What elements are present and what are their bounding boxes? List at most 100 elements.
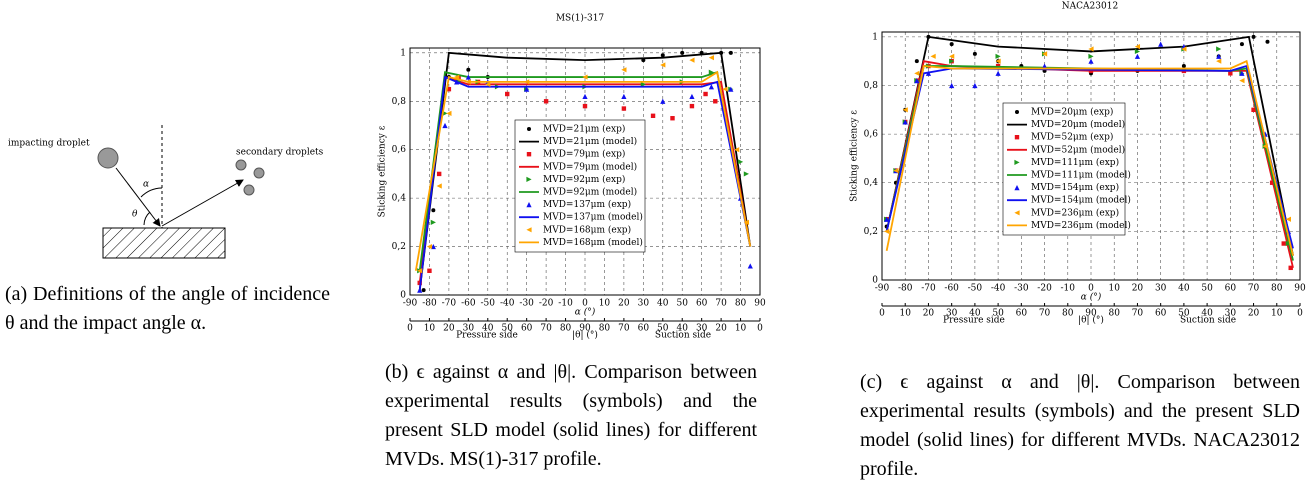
x2-tick-label: 70 <box>540 324 552 334</box>
legend-label: MVD=92μm (model) <box>543 187 637 198</box>
data-point <box>1216 53 1222 59</box>
x2-side-label: Suction side <box>655 331 711 341</box>
x-tick-label: -60 <box>461 299 476 309</box>
x2-tick-label: 60 <box>638 324 650 334</box>
legend-label: MVD=21μm (exp) <box>543 124 625 135</box>
legend-label: MVD=52μm (exp) <box>1031 132 1113 143</box>
data-point <box>722 86 728 92</box>
series-line <box>885 59 1294 256</box>
x-tick-label: -90 <box>875 284 890 294</box>
legend-label: MVD=21μm (model) <box>543 136 637 147</box>
chart-title: MS(1)-317 <box>556 13 605 24</box>
data-point <box>621 93 627 100</box>
x-tick-label: -50 <box>968 284 983 294</box>
legend-label: MVD=111μm (exp) <box>1031 157 1119 168</box>
data-point <box>421 288 426 293</box>
x-tick-label: 10 <box>1108 284 1120 294</box>
arrow-out <box>161 179 244 227</box>
data-point <box>670 116 675 121</box>
x-tick-label: 40 <box>1178 284 1190 294</box>
data-point <box>427 268 432 273</box>
data-point <box>972 82 978 89</box>
arrow-in <box>115 167 161 227</box>
data-point <box>914 59 919 64</box>
data-point <box>728 86 734 92</box>
x2-tick-label: 70 <box>618 324 630 334</box>
x-tick-label: -20 <box>539 299 554 309</box>
x2-tick-label: 50 <box>501 324 513 334</box>
data-point <box>708 84 714 90</box>
x-tick-label: -90 <box>403 299 418 309</box>
x-tick-label: -20 <box>1037 284 1052 294</box>
x2-tick-label: 70 <box>1039 309 1051 319</box>
legend-label: MVD=79μm (exp) <box>543 149 625 160</box>
y-axis-label: Sticking efficiency ε <box>378 125 388 217</box>
series-line <box>418 75 752 291</box>
legend-label: MVD=137μm (model) <box>543 212 643 223</box>
x2-tick-label: 20 <box>443 324 455 334</box>
data-point <box>1239 42 1244 47</box>
data-point <box>1088 58 1094 64</box>
x2-tick-label: 0 <box>1297 309 1303 319</box>
x2-tick-label: 10 <box>1271 309 1283 319</box>
x2-tick-label: 50 <box>992 309 1004 319</box>
x2-tick-label: 10 <box>735 324 747 334</box>
x-tick-label: 60 <box>696 299 708 309</box>
x-tick-label: -10 <box>1061 284 1076 294</box>
data-point <box>436 171 442 177</box>
data-point <box>1134 53 1141 59</box>
data-point <box>689 103 695 109</box>
data-point <box>734 147 740 153</box>
x2-tick-label: 80 <box>1108 309 1120 319</box>
x2-side-label: Pressure side <box>943 316 1005 326</box>
data-point <box>543 99 549 104</box>
x2-side-label: Pressure side <box>456 331 518 341</box>
x-tick-label: 0 <box>582 299 588 309</box>
data-point <box>1216 58 1222 64</box>
x2-tick-label: 60 <box>1016 309 1028 319</box>
x2-tick-label: 40 <box>969 309 981 319</box>
y-tick-label: 0,8 <box>392 97 407 107</box>
legend-swatch <box>1014 135 1020 140</box>
label: θ <box>132 210 138 220</box>
data-point <box>660 53 665 58</box>
y-tick-label: 0,2 <box>392 242 406 252</box>
data-point <box>914 78 920 84</box>
data-point <box>454 74 460 80</box>
chart-title: NACA23012 <box>1062 2 1118 12</box>
x-tick-label: 70 <box>715 299 727 309</box>
x-tick-label: -80 <box>422 299 437 309</box>
data-point <box>505 91 510 97</box>
data-point <box>728 50 733 55</box>
caption: (b) ϵ against α and |θ|. Comparison betw… <box>385 361 757 470</box>
data-point <box>621 106 627 111</box>
x2-tick-label: 30 <box>696 324 708 334</box>
legend-label: MVD=92μm (exp) <box>543 174 625 185</box>
data-point <box>465 74 471 80</box>
label: secondary droplets <box>236 148 324 158</box>
data-point <box>660 98 666 104</box>
data-point <box>995 53 1001 59</box>
legend-swatch <box>1015 110 1019 114</box>
x-tick-label: -60 <box>944 284 959 294</box>
data-point <box>582 93 588 100</box>
y-tick-label: 0 <box>400 291 406 301</box>
x-tick-label: 80 <box>735 299 747 309</box>
data-point <box>442 122 448 129</box>
legend-label: MVD=154μm (model) <box>1031 195 1131 206</box>
x2-tick-label: 80 <box>599 324 611 334</box>
x-tick-label: 10 <box>599 299 611 309</box>
data-point <box>949 42 954 47</box>
data-point <box>524 86 530 92</box>
x2-tick-label: 10 <box>899 309 911 319</box>
x-tick-label: 90 <box>754 299 766 309</box>
data-point <box>1239 70 1245 76</box>
droplet-small <box>253 167 265 179</box>
y-tick-label: 0,6 <box>392 145 407 155</box>
x2-tick-label: 20 <box>923 309 935 319</box>
data-point <box>1281 241 1286 246</box>
data-point <box>689 93 695 100</box>
x2-axis-label: |θ| (°) <box>1078 315 1104 326</box>
droplet <box>97 147 119 169</box>
